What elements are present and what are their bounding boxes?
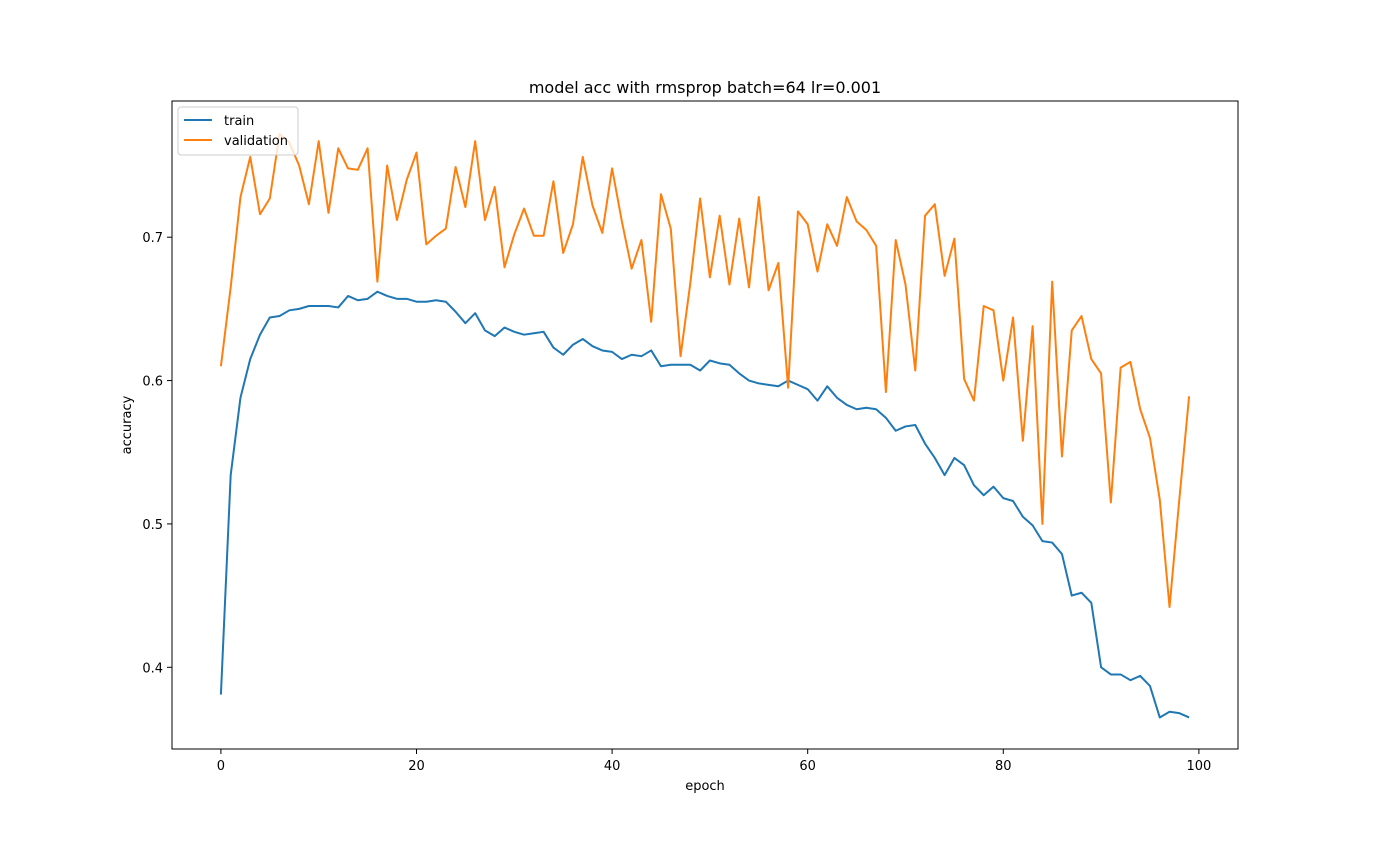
x-tick-label: 0 xyxy=(217,759,225,774)
series-line-train xyxy=(219,290,1190,719)
x-tick-label: 20 xyxy=(408,759,425,774)
x-tick-label: 60 xyxy=(799,759,816,774)
series-layer xyxy=(219,132,1191,719)
y-tick-label: 0.6 xyxy=(142,375,163,390)
legend-label-validation: validation xyxy=(224,134,288,149)
y-tick-label: 0.7 xyxy=(142,231,163,246)
x-tick-label: 100 xyxy=(1186,759,1211,774)
plot-frame xyxy=(171,100,1239,750)
x-axis: 0 20 40 60 80 100 xyxy=(217,749,1211,774)
legend-label-train: train xyxy=(224,114,254,129)
legend: train validation xyxy=(177,106,299,156)
y-axis-label: accuracy xyxy=(120,395,135,454)
y-tick-label: 0.4 xyxy=(142,661,163,676)
x-axis-label: epoch xyxy=(685,779,725,794)
y-tick-label: 0.5 xyxy=(142,518,163,533)
x-tick-label: 40 xyxy=(604,759,621,774)
chart-title: model acc with rmsprop batch=64 lr=0.001 xyxy=(529,78,881,97)
x-tick-label: 80 xyxy=(995,759,1012,774)
series-line-validation xyxy=(219,132,1191,609)
y-axis: 0.4 0.5 0.6 0.7 xyxy=(142,231,172,676)
